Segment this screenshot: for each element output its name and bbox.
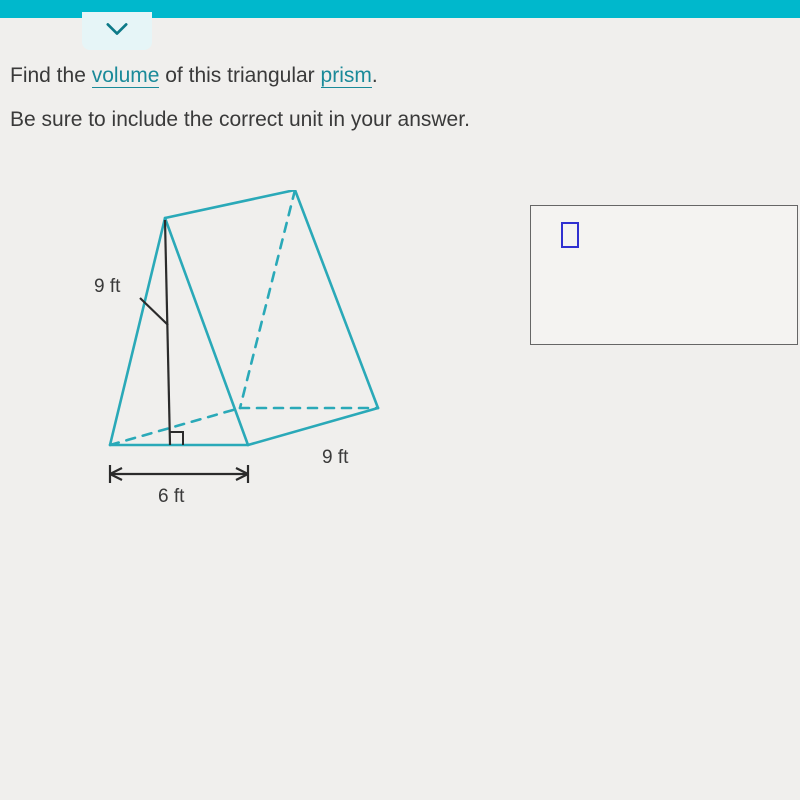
label-length: 9 ft: [322, 447, 348, 469]
link-volume[interactable]: volume: [92, 64, 160, 88]
question-suffix: .: [372, 64, 378, 87]
dropdown-tab[interactable]: [82, 12, 152, 50]
answer-placeholder-icon[interactable]: [561, 222, 579, 248]
prism-diagram: 9 ft 9 ft 6 ft: [70, 190, 430, 530]
chevron-down-icon: [106, 22, 128, 41]
question-mid: of this triangular: [159, 64, 320, 87]
instruction-text: Be sure to include the correct unit in y…: [10, 108, 790, 132]
answer-box[interactable]: [530, 205, 798, 345]
question-text: Find the volume of this triangular prism…: [10, 60, 790, 92]
link-prism[interactable]: prism: [321, 64, 372, 88]
prism-svg: [70, 190, 430, 530]
question-prefix: Find the: [10, 64, 92, 87]
label-base: 6 ft: [158, 486, 184, 508]
label-height: 9 ft: [94, 276, 120, 298]
